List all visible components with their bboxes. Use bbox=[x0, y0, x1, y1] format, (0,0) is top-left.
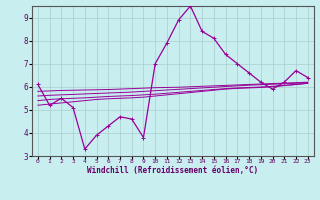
X-axis label: Windchill (Refroidissement éolien,°C): Windchill (Refroidissement éolien,°C) bbox=[87, 166, 258, 175]
